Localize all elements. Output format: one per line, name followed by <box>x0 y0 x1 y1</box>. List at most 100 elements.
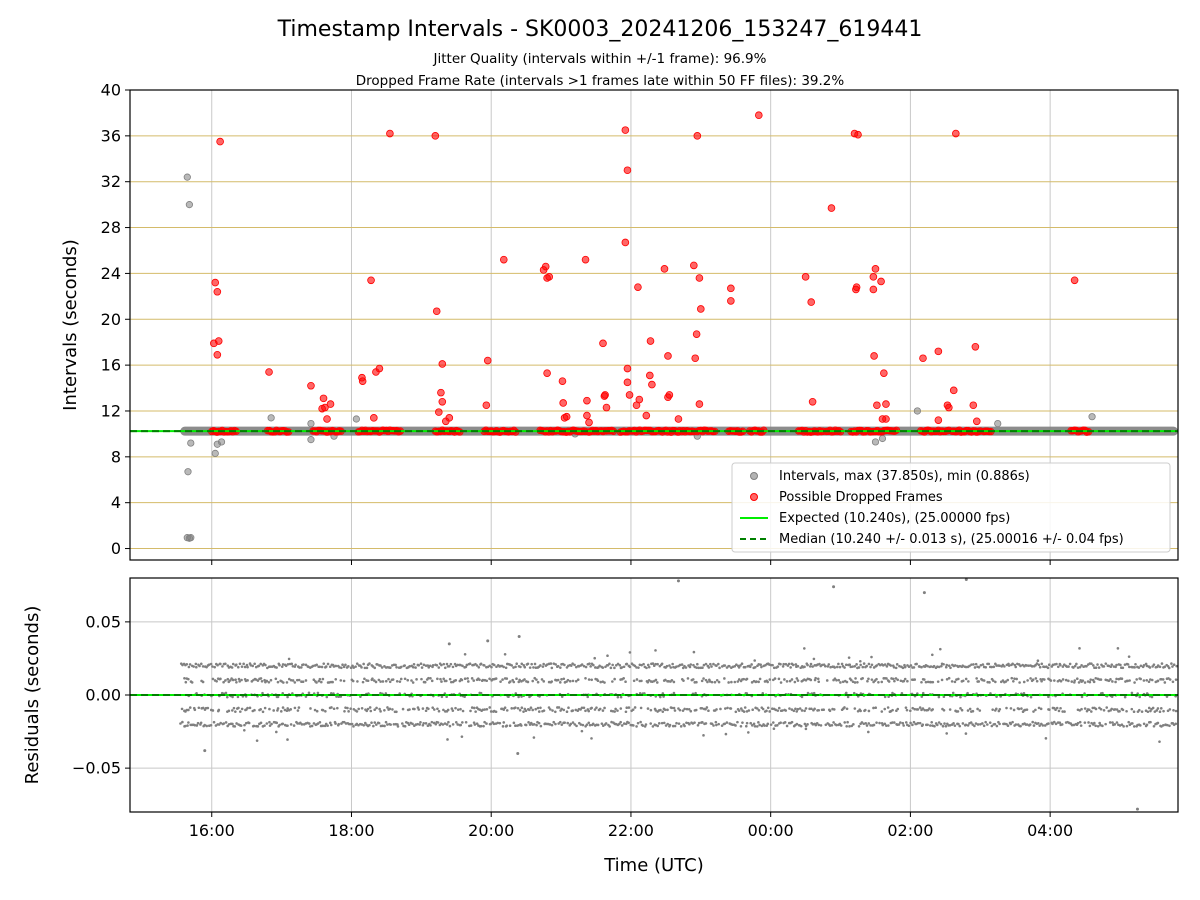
residual-point <box>489 710 493 713</box>
dropped-point <box>432 307 441 316</box>
residual-point <box>507 695 510 699</box>
residual-point <box>226 724 229 728</box>
residual-point <box>383 708 386 712</box>
residual-point <box>558 681 562 684</box>
residual-point <box>968 707 972 711</box>
residual-point <box>636 721 640 725</box>
residual-point <box>620 724 624 727</box>
residual-point <box>901 721 905 725</box>
residual-point <box>757 709 761 712</box>
residual-point <box>235 722 238 725</box>
legend-dropped-marker <box>750 493 758 501</box>
residual-point <box>945 663 949 667</box>
residual-point <box>1147 706 1151 710</box>
residual-point <box>887 680 891 683</box>
chart-subtitle-jitter: Jitter Quality (intervals within +/-1 fr… <box>433 51 767 67</box>
interval-point <box>1088 413 1096 421</box>
residual-point <box>1115 708 1119 711</box>
residual-point <box>1055 706 1059 710</box>
residual-point <box>841 680 845 684</box>
residual-outlier <box>676 579 680 583</box>
residual-point <box>809 678 813 682</box>
residual-point <box>413 707 416 711</box>
residual-point <box>225 695 229 699</box>
residual-point <box>972 663 975 666</box>
residual-point <box>231 722 234 726</box>
dropped-point <box>945 403 953 412</box>
residual-point <box>815 722 819 725</box>
residual-point <box>776 665 780 668</box>
residual-point <box>447 720 450 724</box>
residual-point <box>1078 665 1082 669</box>
residual-point <box>249 663 253 667</box>
residual-point <box>982 679 986 682</box>
residual-point <box>843 666 846 669</box>
residual-point <box>753 724 757 728</box>
residual-point <box>739 707 743 710</box>
residual-point <box>940 664 943 668</box>
residual-point <box>399 677 403 681</box>
residual-point <box>275 666 278 669</box>
residual-point <box>1127 655 1131 658</box>
residual-point <box>823 664 827 668</box>
y-tick-label: 28 <box>101 218 121 237</box>
residual-point <box>384 679 388 683</box>
residual-point <box>341 663 344 667</box>
residual-point <box>219 662 222 666</box>
dropped-point <box>852 285 860 294</box>
residual-point <box>837 678 841 682</box>
residual-point <box>907 665 911 668</box>
residual-point <box>430 679 434 683</box>
residual-point <box>1061 678 1065 681</box>
residual-point <box>442 708 445 712</box>
residual-point <box>656 662 659 666</box>
dropped-point <box>695 400 704 408</box>
residual-point <box>340 666 343 670</box>
residual-point <box>926 680 930 684</box>
residual-point <box>515 662 518 665</box>
x-tick-label: 20:00 <box>468 821 514 840</box>
residual-point <box>864 721 868 725</box>
residual-point <box>1044 737 1048 740</box>
residual-point <box>673 724 677 728</box>
residual-point <box>942 708 946 712</box>
residual-point <box>966 691 969 695</box>
residual-point <box>1063 710 1066 713</box>
residual-point <box>912 666 916 669</box>
residual-point <box>956 710 960 713</box>
residual-point <box>1130 691 1134 695</box>
residual-point <box>363 677 366 681</box>
residual-point <box>360 666 363 669</box>
residual-point <box>656 724 660 728</box>
residual-point <box>867 662 871 666</box>
residual-point <box>932 664 936 668</box>
residual-point <box>913 678 917 681</box>
residual-point <box>616 662 620 666</box>
residual-point <box>930 720 934 724</box>
residual-point <box>379 710 382 713</box>
residual-point <box>945 677 949 681</box>
residual-point <box>679 725 683 728</box>
residual-point <box>763 724 766 727</box>
residual-point <box>847 656 851 659</box>
residual-point <box>216 663 219 667</box>
residual-point <box>1076 721 1080 725</box>
residual-outlier <box>447 642 451 646</box>
residual-point <box>231 695 234 699</box>
intervals-points <box>183 173 1096 542</box>
residual-point <box>1039 677 1042 681</box>
residual-point <box>581 723 585 727</box>
residual-point <box>800 709 804 712</box>
residual-point <box>334 677 338 681</box>
residual-point <box>300 723 304 726</box>
residual-point <box>806 723 809 726</box>
residual-point <box>669 666 673 669</box>
residual-point <box>616 695 620 699</box>
residual-point <box>1032 710 1035 713</box>
residual-point <box>282 681 285 684</box>
dropped-point <box>213 287 222 296</box>
residual-point <box>1009 722 1013 726</box>
residual-point <box>771 663 774 667</box>
residual-point <box>403 677 407 681</box>
residual-point <box>883 722 887 726</box>
